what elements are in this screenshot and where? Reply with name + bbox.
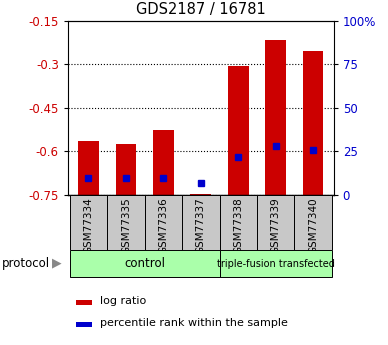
Bar bbox=[153, 130, 174, 195]
Bar bbox=[220, 195, 257, 250]
Text: GSM77337: GSM77337 bbox=[196, 197, 206, 254]
Bar bbox=[76, 300, 92, 305]
Bar bbox=[107, 195, 145, 250]
Bar bbox=[191, 194, 211, 195]
Text: percentile rank within the sample: percentile rank within the sample bbox=[100, 318, 288, 328]
Bar bbox=[257, 195, 294, 250]
Bar bbox=[228, 66, 249, 195]
Bar bbox=[70, 250, 220, 277]
Bar bbox=[76, 322, 92, 327]
Bar bbox=[116, 144, 136, 195]
Text: GSM77335: GSM77335 bbox=[121, 197, 131, 254]
Text: triple-fusion transfected: triple-fusion transfected bbox=[217, 259, 334, 268]
Bar bbox=[265, 40, 286, 195]
Text: ▶: ▶ bbox=[52, 257, 62, 270]
Text: GSM77338: GSM77338 bbox=[233, 197, 243, 254]
Text: GSM77334: GSM77334 bbox=[83, 197, 94, 254]
Text: protocol: protocol bbox=[2, 257, 50, 270]
Bar bbox=[220, 250, 332, 277]
Bar bbox=[70, 195, 107, 250]
Text: GSM77340: GSM77340 bbox=[308, 197, 318, 254]
Bar bbox=[303, 51, 323, 195]
Title: GDS2187 / 16781: GDS2187 / 16781 bbox=[136, 2, 266, 17]
Text: GSM77339: GSM77339 bbox=[271, 197, 281, 254]
Bar bbox=[145, 195, 182, 250]
Text: log ratio: log ratio bbox=[100, 296, 146, 306]
Bar bbox=[78, 141, 99, 195]
Bar bbox=[294, 195, 332, 250]
Text: GSM77336: GSM77336 bbox=[158, 197, 168, 254]
Bar bbox=[182, 195, 220, 250]
Text: control: control bbox=[124, 257, 165, 270]
